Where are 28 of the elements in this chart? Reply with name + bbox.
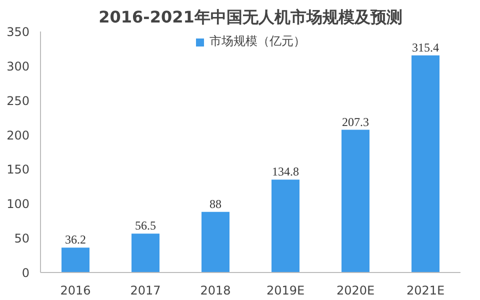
bar: [132, 234, 160, 272]
y-tick-label: 100: [6, 197, 30, 212]
data-label: 36.2: [65, 232, 86, 247]
data-label: 134.8: [272, 164, 299, 179]
bar: [62, 248, 90, 272]
bar: [412, 55, 440, 272]
y-tick-label: 300: [6, 59, 30, 74]
x-tick-label: 2021E: [406, 284, 445, 298]
chart-title: 2016-2021年中国无人机市场规模及预测: [98, 8, 402, 26]
y-tick-label: 200: [6, 128, 30, 142]
legend-label: 市场规模（亿元）: [210, 33, 306, 50]
data-label: 207.3: [342, 114, 369, 129]
bar: [272, 180, 300, 272]
data-label: 88: [210, 196, 222, 211]
x-tick-label: 2016: [60, 284, 91, 298]
bar: [202, 212, 230, 272]
y-tick-label: 150: [6, 162, 30, 177]
y-tick-label: 0: [22, 266, 30, 280]
x-tick-label: 2018: [200, 284, 231, 298]
bar: [342, 130, 370, 272]
data-label: 56.5: [135, 218, 156, 233]
x-tick-label: 2019E: [266, 284, 305, 298]
data-label: 315.4: [412, 40, 439, 54]
y-tick-label: 350: [6, 25, 30, 39]
x-tick-label: 2020E: [336, 284, 375, 298]
x-tick-label: 2017: [130, 284, 161, 298]
y-tick-label: 50: [14, 232, 30, 246]
y-tick-label: 250: [6, 94, 30, 108]
